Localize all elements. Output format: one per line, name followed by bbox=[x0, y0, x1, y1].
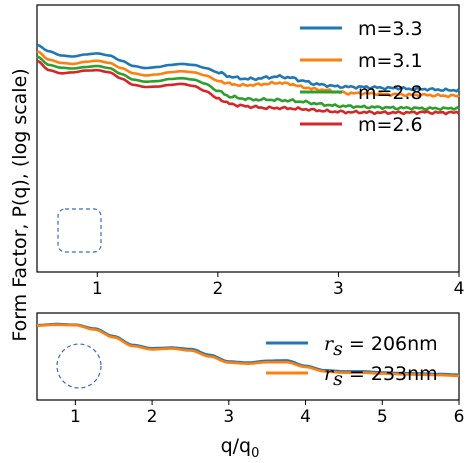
top-plot-frame bbox=[36, 4, 460, 273]
series-line bbox=[37, 323, 459, 378]
x-tick-label: 5 bbox=[377, 407, 388, 427]
x-tick-label: 2 bbox=[212, 279, 223, 299]
x-tick-label: 3 bbox=[223, 407, 234, 427]
x-axis-label: q/q0 bbox=[221, 435, 260, 461]
circle-icon bbox=[56, 343, 102, 389]
x-tick-label: 3 bbox=[333, 279, 344, 299]
top-legend: m=3.3 m=3.1 m=2.8 m=2.6 bbox=[300, 18, 423, 136]
legend-label: m=2.8 bbox=[358, 82, 423, 104]
rounded-square-icon bbox=[57, 208, 102, 253]
bottom-series-lines bbox=[36, 322, 459, 378]
bottom-plot-frame bbox=[36, 312, 460, 401]
legend-label: rs = 233nm bbox=[324, 363, 438, 390]
legend-label: m=2.6 bbox=[358, 114, 423, 136]
top-x-axis: 1 2 3 4 bbox=[92, 272, 465, 299]
series-line bbox=[36, 59, 460, 116]
x-axis-label-main: q/q bbox=[221, 435, 252, 457]
series-line bbox=[36, 43, 460, 93]
top-series-lines bbox=[36, 43, 460, 116]
y-axis-label: Form Factor, P(q), (log scale) bbox=[9, 68, 31, 341]
series-line bbox=[36, 50, 460, 99]
x-tick-label: 4 bbox=[454, 279, 465, 299]
legend-label: rs = 206nm bbox=[324, 333, 438, 360]
x-tick-label: 1 bbox=[70, 407, 81, 427]
x-tick-label: 1 bbox=[92, 279, 103, 299]
x-axis-label-sub: 0 bbox=[251, 446, 259, 461]
x-tick-label: 6 bbox=[454, 407, 465, 427]
bottom-x-axis: 1 2 3 4 5 6 bbox=[70, 400, 464, 427]
x-tick-label: 4 bbox=[300, 407, 311, 427]
legend-label: m=3.3 bbox=[358, 18, 423, 40]
series-line bbox=[36, 55, 460, 111]
bottom-legend: rs = 206nm rs = 233nm bbox=[266, 333, 438, 390]
legend-label: m=3.1 bbox=[358, 50, 423, 72]
x-tick-label: 2 bbox=[147, 407, 158, 427]
